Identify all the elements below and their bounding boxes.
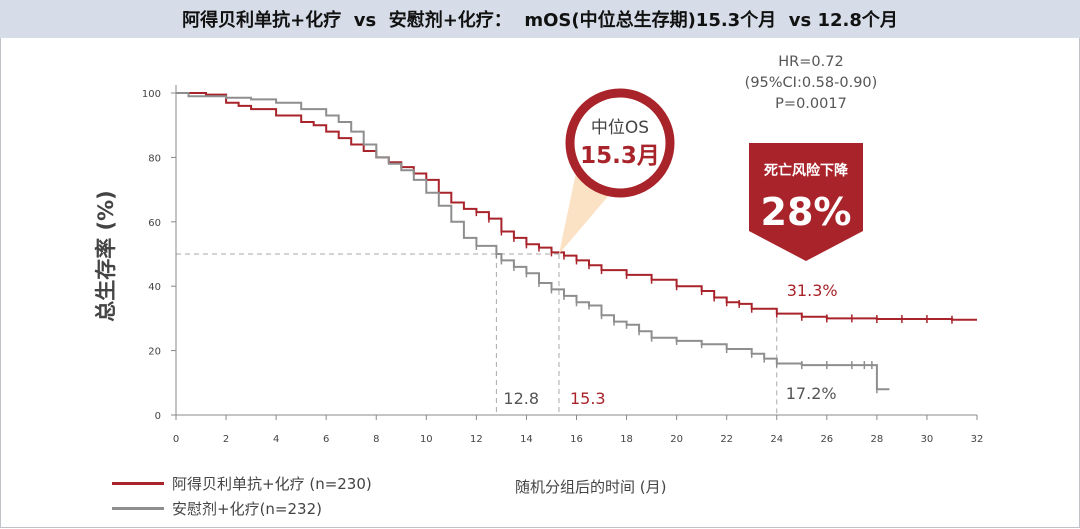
x-tick-label: 18 — [620, 434, 633, 445]
legend-label-treatment: 阿得贝利单抗+化疗 (n=230) — [172, 475, 372, 493]
badge-label: 死亡风险下降 — [763, 162, 849, 179]
series-layer — [176, 92, 977, 394]
x-tick-label: 30 — [921, 434, 934, 445]
x-tick-label: 26 — [820, 434, 833, 445]
legend-swatch-treatment — [112, 482, 164, 485]
median-os-callout — [565, 88, 675, 198]
annotation-layer: 12.8 15.3 31.3% 17.2% — [503, 281, 837, 408]
end-placebo-label: 17.2% — [786, 384, 837, 403]
x-tick-label: 10 — [420, 434, 433, 445]
grid-layer — [176, 253, 778, 415]
title-bar: 阿得贝利单抗+化疗 vs 安慰剂+化疗： mOS(中位总生存期)15.3个月 v… — [0, 0, 1080, 38]
y-tick-label: 80 — [148, 153, 161, 164]
badge-value: 28% — [761, 190, 852, 234]
x-tick-label: 28 — [871, 434, 884, 445]
legend-item-placebo: 安慰剂+化疗(n=232) — [112, 498, 322, 519]
badge-arrow-shape — [749, 143, 863, 261]
x-axis-title: 随机分组后的时间 (月) — [515, 478, 667, 496]
legend-swatch-placebo — [112, 507, 164, 510]
median-placebo-label: 12.8 — [503, 389, 539, 408]
x-tick-label: 6 — [323, 434, 329, 445]
y-tick-label: 60 — [148, 218, 161, 229]
x-tick-label: 20 — [670, 434, 683, 445]
axes-layer: 0 2 4 6 8 10 12 14 16 18 20 22 24 26 28 30 3202040608010… — [142, 85, 983, 445]
placebo-censor-marks — [475, 241, 878, 394]
page-title: 阿得贝利单抗+化疗 vs 安慰剂+化疗： mOS(中位总生存期)15.3个月 v… — [182, 10, 898, 31]
risk-reduction-badge: 死亡风险下降 28% — [749, 143, 863, 261]
x-tick-label: 24 — [770, 434, 783, 445]
hazard-ratio: HR=0.72 — [778, 54, 844, 70]
x-tick-label: 32 — [971, 434, 984, 445]
x-tick-label: 8 — [373, 434, 379, 445]
y-tick-label: 0 — [155, 411, 161, 422]
x-tick-label: 14 — [520, 434, 533, 445]
x-tick-label: 4 — [273, 434, 279, 445]
y-tick-label: 20 — [148, 347, 161, 358]
callout-label: 中位OS — [591, 118, 649, 138]
callout-value: 15.3月 — [580, 143, 660, 169]
callout-layer: 中位OS 15.3月 — [558, 88, 675, 254]
treatment-survival-curve — [176, 92, 977, 321]
legend-label-placebo: 安慰剂+化疗(n=232) — [172, 500, 322, 518]
legend-item-treatment: 阿得贝利单抗+化疗 (n=230) — [112, 473, 372, 494]
x-tick-label: 2 — [223, 434, 229, 445]
y-tick-label: 100 — [142, 89, 161, 100]
x-tick-label: 0 — [173, 434, 179, 445]
confidence-interval: (95%CI:0.58-0.90) — [744, 75, 878, 91]
y-tick-label: 40 — [148, 282, 161, 293]
treatment-censor-marks — [475, 208, 953, 324]
median-treatment-label: 15.3 — [570, 389, 606, 408]
statistics-block: HR=0.72 (95%CI:0.58-0.90) P=0.0017 — [716, 52, 906, 115]
y-axis-title: 总生存率 (%) — [94, 190, 118, 322]
end-treatment-label: 31.3% — [787, 281, 838, 300]
x-tick-label: 16 — [570, 434, 583, 445]
x-tick-label: 12 — [470, 434, 483, 445]
x-tick-label: 22 — [720, 434, 733, 445]
p-value: P=0.0017 — [775, 96, 847, 112]
